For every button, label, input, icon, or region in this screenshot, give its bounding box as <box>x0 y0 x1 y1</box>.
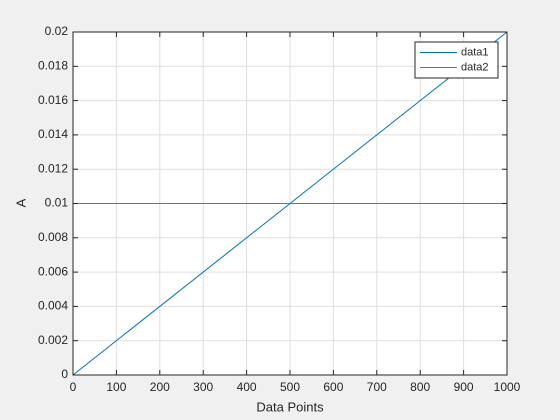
x-axis-label: Data Points <box>256 399 324 414</box>
legend-label: data1 <box>461 46 489 58</box>
x-tick-label: 1000 <box>494 380 521 394</box>
y-tick-label: 0.012 <box>38 161 68 175</box>
y-tick-label: 0.02 <box>45 24 69 38</box>
legend-label: data2 <box>461 61 489 73</box>
y-tick-label: 0.008 <box>38 230 68 244</box>
ticks: 0 100 200 300 400 500 600 700 800 900 1000 0 0.002 0.… <box>38 24 521 394</box>
x-tick-label: 400 <box>237 380 257 394</box>
y-tick-label: 0.006 <box>38 264 68 278</box>
y-tick-label: 0.014 <box>38 127 68 141</box>
x-tick-label: 600 <box>323 380 343 394</box>
x-tick-label: 100 <box>106 380 126 394</box>
x-tick-label: 300 <box>193 380 213 394</box>
legend: data1 data2 <box>414 41 499 79</box>
y-tick-label: 0 <box>61 367 68 381</box>
y-tick-label: 0.004 <box>38 299 68 313</box>
y-tick-label: 0.018 <box>38 58 68 72</box>
y-tick-label: 0.01 <box>45 196 69 210</box>
legend-box <box>414 41 499 79</box>
y-tick-label: 0.016 <box>38 93 68 107</box>
x-tick-label: 200 <box>150 380 170 394</box>
y-axis-label: A <box>13 198 28 207</box>
x-tick-label: 800 <box>410 380 430 394</box>
x-tick-label: 900 <box>454 380 474 394</box>
x-tick-label: 700 <box>367 380 387 394</box>
lines <box>72 31 508 376</box>
y-tick-label: 0.002 <box>38 333 68 347</box>
x-tick-label: 500 <box>280 380 300 394</box>
x-tick-label: 0 <box>70 380 77 394</box>
